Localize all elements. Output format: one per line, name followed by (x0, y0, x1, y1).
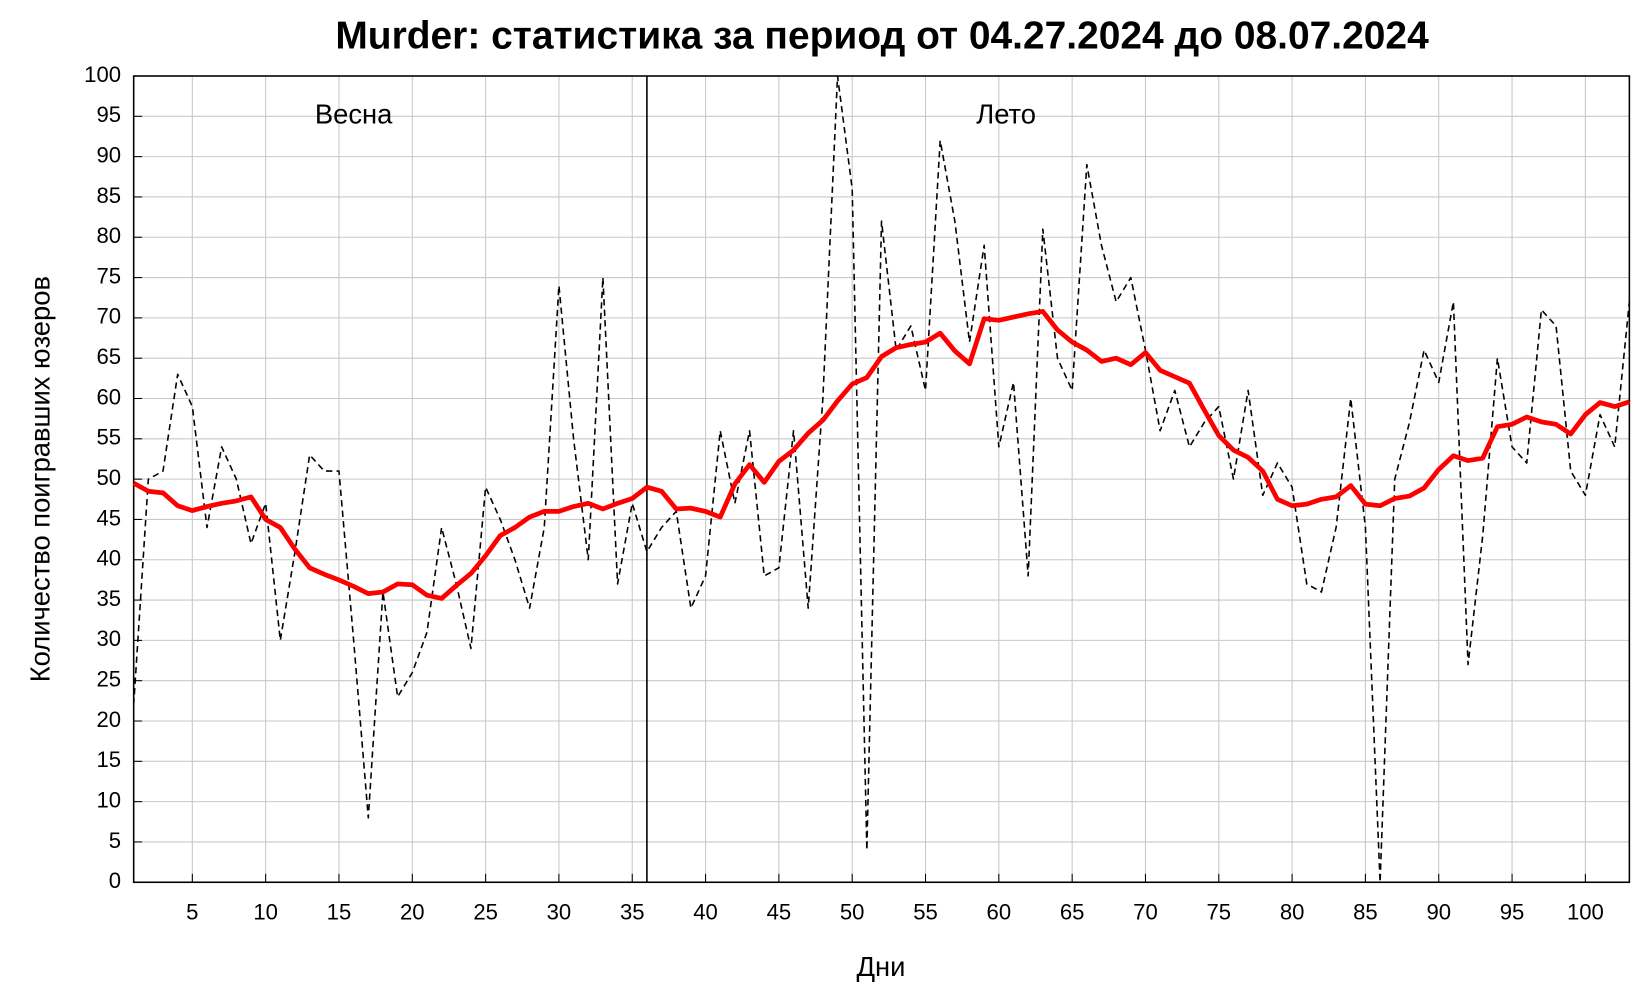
y-tick-label: 65 (96, 344, 121, 369)
data-line (132, 309, 1631, 601)
x-tick-label: 25 (473, 900, 498, 925)
x-tick-label: 20 (400, 900, 425, 925)
x-tick-label: 30 (547, 900, 572, 925)
annotation: Лето (976, 99, 1036, 130)
y-tick-label: 100 (84, 62, 121, 87)
x-tick-label: 60 (987, 900, 1012, 925)
x-tick-label: 40 (693, 900, 718, 925)
y-tick-label: 85 (96, 183, 121, 208)
x-axis-label: Дни (857, 951, 906, 982)
y-tick-label: 90 (96, 142, 121, 167)
y-tick-label: 25 (96, 667, 121, 692)
x-tick-label: 45 (767, 900, 792, 925)
x-tick-label: 90 (1426, 900, 1451, 925)
x-tick-label: 15 (327, 900, 352, 925)
x-tick-label: 5 (186, 900, 198, 925)
y-tick-label: 70 (96, 304, 121, 329)
x-tick-label: 65 (1060, 900, 1085, 925)
x-tick-label: 10 (253, 900, 278, 925)
y-tick-label: 0 (109, 868, 121, 893)
y-tick-label: 30 (96, 626, 121, 651)
plot-frame (132, 75, 1631, 884)
y-tick-label: 40 (96, 546, 121, 571)
x-tick-label: 100 (1567, 900, 1604, 925)
y-tick-label: 80 (96, 223, 121, 248)
x-tick-label: 35 (620, 900, 645, 925)
x-tick-label: 55 (913, 900, 938, 925)
x-tick-label: 70 (1133, 900, 1158, 925)
y-tick-label: 55 (96, 425, 121, 450)
y-tick-label: 95 (96, 102, 121, 127)
x-tick-label: 75 (1206, 900, 1231, 925)
y-tick-label: 45 (96, 505, 121, 530)
y-tick-label: 60 (96, 384, 121, 409)
x-tick-label: 50 (840, 900, 865, 925)
y-axis-label: Количество поигравших юзеров (24, 276, 55, 682)
y-tick-label: 75 (96, 263, 121, 288)
data-line (132, 75, 1631, 884)
x-tick-label: 95 (1500, 900, 1525, 925)
y-tick-label: 10 (96, 787, 121, 812)
chart-title: Murder: статистика за период от 04.27.20… (335, 14, 1429, 57)
y-tick-label: 15 (96, 747, 121, 772)
annotation: Весна (315, 99, 393, 130)
y-tick-label: 50 (96, 465, 121, 490)
y-tick-label: 5 (109, 828, 121, 853)
y-tick-label: 35 (96, 586, 121, 611)
y-tick-label: 20 (96, 707, 121, 732)
x-tick-label: 80 (1280, 900, 1305, 925)
x-tick-label: 85 (1353, 900, 1378, 925)
